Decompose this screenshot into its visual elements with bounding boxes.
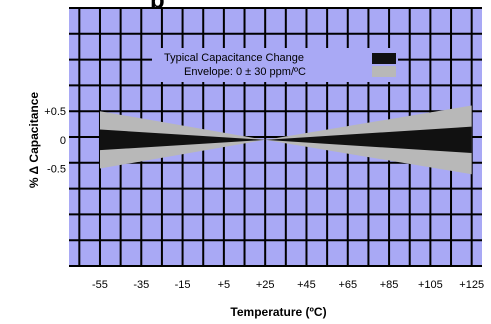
x-tick-label: +45 — [297, 279, 316, 291]
y-axis-label: % Δ Capacitance — [27, 92, 41, 189]
legend-background — [152, 48, 398, 82]
x-tick-label: +5 — [218, 279, 231, 291]
legend-swatch-typical — [372, 53, 396, 64]
legend: Typical Capacitance Change Envelope: 0 ±… — [152, 48, 398, 82]
y-tick-label: -0.5 — [47, 164, 66, 176]
x-tick-label: +105 — [418, 279, 443, 291]
x-tick-label: +125 — [459, 279, 484, 291]
y-tick-label: 0 — [60, 135, 66, 147]
x-tick-label: +85 — [380, 279, 399, 291]
legend-swatch-envelope — [372, 66, 396, 77]
typical-change-band — [99, 126, 472, 154]
data-bands — [99, 105, 472, 175]
x-tick-labels: -55 -35 -15 +5 +25 +45 +65 +85 +105 +125 — [92, 279, 484, 291]
x-tick-label: +25 — [256, 279, 275, 291]
x-tick-label: -55 — [92, 279, 108, 291]
y-tick-label: +0.5 — [44, 106, 66, 118]
x-tick-label: +65 — [338, 279, 357, 291]
legend-label-typical: Typical Capacitance Change — [164, 52, 304, 64]
x-axis-label: Temperature (ºC) — [230, 305, 326, 319]
y-tick-labels: +0.5 0 -0.5 — [44, 106, 66, 175]
x-tick-label: -35 — [133, 279, 149, 291]
x-tick-label: -15 — [175, 279, 191, 291]
legend-label-envelope: Envelope: 0 ± 30 ppm/ºC — [184, 66, 306, 78]
